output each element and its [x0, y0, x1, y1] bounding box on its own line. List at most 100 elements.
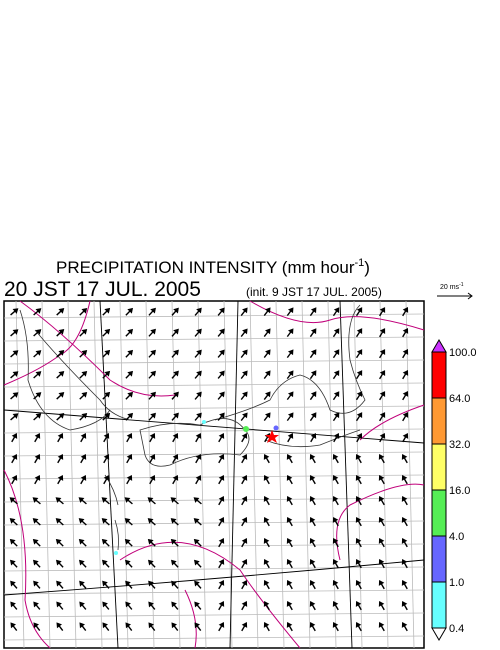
wind-vector	[263, 474, 270, 485]
wind-vector	[56, 350, 65, 358]
vector-head	[173, 412, 179, 419]
vector-head	[33, 601, 39, 608]
vector-head	[57, 474, 64, 481]
vector-head	[333, 370, 340, 377]
vector-head	[150, 412, 156, 419]
wind-vector	[240, 328, 248, 337]
wind-vector	[355, 412, 363, 422]
grid-line	[353, 300, 363, 649]
wind-vector	[79, 370, 88, 379]
vector-head	[309, 537, 316, 544]
wind-vector	[10, 622, 18, 632]
wind-vector	[309, 558, 316, 569]
vector-head	[104, 412, 111, 419]
wind-vector	[332, 537, 339, 548]
vector-head	[355, 537, 362, 544]
wind-vector	[124, 559, 133, 568]
wind-vector	[263, 453, 270, 464]
wind-vector	[56, 622, 64, 632]
wind-vector	[171, 391, 179, 400]
vector-head	[78, 518, 85, 524]
wind-vector	[241, 516, 248, 527]
wind-vector	[355, 558, 362, 569]
wind-vector	[125, 622, 133, 632]
vector-head	[172, 432, 179, 439]
wind-vector	[241, 474, 248, 485]
vector-head	[378, 516, 385, 523]
vector-head	[80, 432, 87, 439]
vector-head	[378, 579, 385, 586]
init-time: (init. 9 JST 17 JUL. 2005)	[246, 285, 382, 299]
vector-head	[286, 600, 293, 607]
title: PRECIPITATION INTENSITY (mm hour-1)	[56, 257, 370, 277]
wind-vector	[218, 453, 225, 464]
vector-head	[57, 453, 64, 460]
wind-vector	[217, 412, 225, 421]
vector-head	[148, 622, 154, 629]
wind-vector	[80, 453, 87, 464]
vector-head	[218, 558, 225, 565]
vector-head	[241, 621, 248, 628]
wind-vector	[102, 580, 110, 589]
vector-head	[310, 432, 317, 439]
vector-head	[32, 497, 39, 503]
wind-vector	[355, 307, 363, 317]
wind-vector	[309, 391, 317, 401]
wind-vector	[332, 453, 339, 464]
vector-head	[12, 350, 19, 356]
wind-vector	[56, 392, 65, 400]
wind-vector	[194, 622, 202, 632]
vector-head	[310, 349, 317, 356]
vector-head	[58, 350, 65, 356]
vector-head	[102, 601, 108, 608]
vector-head	[263, 600, 270, 607]
vector-head	[124, 559, 131, 566]
vector-head	[81, 391, 88, 398]
wind-vector	[79, 580, 87, 589]
wind-vector	[240, 349, 248, 358]
vector-head	[55, 518, 62, 524]
vector-head	[402, 432, 409, 439]
vector-head	[241, 579, 248, 586]
wind-vector	[309, 307, 317, 317]
wind-vector	[263, 495, 270, 506]
vector-head	[309, 558, 316, 565]
vector-head	[401, 495, 408, 502]
vector-head	[310, 370, 317, 377]
wind-vector	[378, 600, 385, 611]
vector-head	[81, 307, 88, 314]
vector-head	[378, 558, 385, 565]
vector-head	[241, 600, 248, 607]
vector-head	[218, 495, 225, 502]
grid-line	[3, 497, 425, 503]
wind-vector	[355, 516, 362, 527]
vector-head	[242, 391, 248, 398]
vector-head	[378, 621, 385, 628]
wind-vector	[263, 307, 271, 316]
wind-vector	[148, 307, 156, 316]
vector-head	[57, 432, 64, 439]
vector-head	[11, 474, 18, 481]
wind-vector	[379, 370, 386, 380]
wind-vector	[378, 474, 385, 485]
vector-head	[9, 497, 16, 503]
vector-head	[147, 497, 154, 503]
wind-vector	[125, 307, 134, 316]
wind-vector	[355, 453, 362, 464]
wind-vector	[32, 497, 41, 505]
vector-head	[58, 371, 65, 377]
wind-vector	[217, 370, 225, 379]
vector-head	[32, 538, 39, 545]
wind-vector	[33, 622, 41, 632]
wind-vector	[101, 518, 110, 526]
wind-vector	[170, 497, 179, 505]
vector-head	[286, 537, 293, 544]
vector-head	[401, 453, 408, 460]
vector-head	[263, 516, 270, 523]
wind-vector	[172, 474, 179, 485]
vector-head	[333, 307, 340, 314]
vector-head	[10, 622, 16, 629]
wind-vector	[379, 307, 386, 317]
wind-vector	[379, 349, 386, 359]
vector-head	[355, 579, 362, 586]
